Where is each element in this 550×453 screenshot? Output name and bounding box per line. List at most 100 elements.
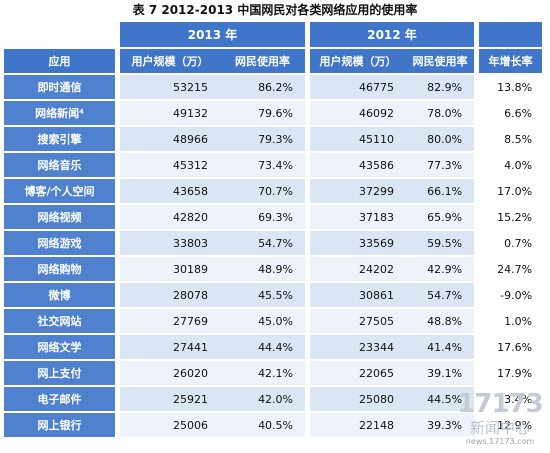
app-name-cell: 网络购物 bbox=[4, 256, 115, 283]
col-rate-2012-header: 网民使用率 bbox=[406, 48, 475, 75]
rate-2012-cell: 65.9% bbox=[406, 204, 475, 231]
users-2012-cell: 33569 bbox=[310, 230, 407, 257]
column-gap bbox=[305, 334, 311, 361]
app-name-cell: 网络视频 bbox=[4, 204, 115, 231]
growth-cell: 24.7% bbox=[479, 256, 543, 283]
table-row: 微博 28078 45.5% 30861 54.7% -9.0% bbox=[4, 282, 543, 309]
growth-cell: 3.4% bbox=[479, 386, 543, 413]
app-name-cell: 社交网站 bbox=[4, 308, 115, 335]
users-2013-cell: 27769 bbox=[120, 308, 220, 335]
users-2013-cell: 33803 bbox=[120, 230, 220, 257]
rate-2013-cell: 44.4% bbox=[220, 334, 306, 361]
column-gap bbox=[115, 100, 120, 127]
column-gap bbox=[115, 230, 120, 257]
table-row: 博客/个人空间 43658 70.7% 37299 66.1% 17.0% bbox=[4, 178, 543, 205]
rate-2013-cell: 79.6% bbox=[220, 100, 306, 127]
column-gap bbox=[305, 256, 311, 283]
rate-2013-cell: 70.7% bbox=[220, 178, 306, 205]
rate-2012-cell: 82.9% bbox=[406, 74, 475, 101]
column-gap bbox=[305, 360, 311, 387]
users-2012-cell: 23344 bbox=[310, 334, 407, 361]
users-2012-cell: 46775 bbox=[310, 74, 407, 101]
rate-2013-cell: 42.1% bbox=[220, 360, 306, 387]
rate-2012-cell: 78.0% bbox=[406, 100, 475, 127]
rate-2012-cell: 39.3% bbox=[406, 412, 475, 439]
column-gap bbox=[305, 178, 311, 205]
rate-2012-cell: 59.5% bbox=[406, 230, 475, 257]
table-row: 搜索引擎 48966 79.3% 45110 80.0% 8.5% bbox=[4, 126, 543, 153]
growth-cell: 15.2% bbox=[479, 204, 543, 231]
growth-cell: -9.0% bbox=[479, 282, 543, 309]
rate-2013-cell: 42.0% bbox=[220, 386, 306, 413]
column-gap bbox=[115, 308, 120, 335]
col-users-2013-header: 用户规模（万） bbox=[120, 48, 220, 75]
year-2013-header: 2013 年 bbox=[120, 22, 306, 49]
app-name-cell: 网上银行 bbox=[4, 412, 115, 439]
column-gap bbox=[474, 230, 480, 257]
users-2013-cell: 49132 bbox=[120, 100, 220, 127]
table-body: 即时通信 53215 86.2% 46775 82.9% 13.8% 网络新闻⁴ 49132 7… bbox=[4, 74, 543, 439]
rate-2012-cell: 77.3% bbox=[406, 152, 475, 179]
rate-2013-cell: 86.2% bbox=[220, 74, 306, 101]
table-row: 网上支付 26020 42.1% 22065 39.1% 17.9% bbox=[4, 360, 543, 387]
column-gap bbox=[474, 386, 480, 413]
users-2012-cell: 37299 bbox=[310, 178, 407, 205]
column-gap bbox=[305, 282, 311, 309]
column-gap bbox=[115, 334, 120, 361]
users-2013-cell: 26020 bbox=[120, 360, 220, 387]
users-2013-cell: 42820 bbox=[120, 204, 220, 231]
year-2012-header: 2012 年 bbox=[310, 22, 475, 49]
column-header-row: 应用 用户规模（万） 网民使用率 用户规模（万） 网民使用率 年增长率 bbox=[4, 48, 543, 75]
column-gap bbox=[115, 178, 120, 205]
table-row: 即时通信 53215 86.2% 46775 82.9% 13.8% bbox=[4, 74, 543, 101]
app-name-cell: 微博 bbox=[4, 282, 115, 309]
growth-cell: 0.7% bbox=[479, 230, 543, 257]
growth-cell: 4.0% bbox=[479, 152, 543, 179]
column-gap bbox=[474, 74, 480, 101]
col-rate-2013-header: 网民使用率 bbox=[220, 48, 306, 75]
column-gap bbox=[474, 308, 480, 335]
users-2013-cell: 53215 bbox=[120, 74, 220, 101]
column-gap bbox=[474, 334, 480, 361]
rate-2013-cell: 69.3% bbox=[220, 204, 306, 231]
usage-table: 2013 年 2012 年 应用 用户规模（万） 网民使用率 用户规模（万） 网… bbox=[4, 22, 543, 439]
column-gap bbox=[305, 100, 311, 127]
table-row: 网上银行 25006 40.5% 22148 39.3% 12.9% bbox=[4, 412, 543, 439]
rate-2013-cell: 45.5% bbox=[220, 282, 306, 309]
users-2012-cell: 30861 bbox=[310, 282, 407, 309]
users-2012-cell: 43586 bbox=[310, 152, 407, 179]
users-2012-cell: 25080 bbox=[310, 386, 407, 413]
growth-cell: 17.0% bbox=[479, 178, 543, 205]
growth-year-header bbox=[479, 22, 543, 49]
rate-2012-cell: 80.0% bbox=[406, 126, 475, 153]
table-row: 网络购物 30189 48.9% 24202 42.9% 24.7% bbox=[4, 256, 543, 283]
users-2013-cell: 28078 bbox=[120, 282, 220, 309]
column-gap bbox=[115, 204, 120, 231]
table-row: 网络视频 42820 69.3% 37183 65.9% 15.2% bbox=[4, 204, 543, 231]
column-gap bbox=[474, 152, 480, 179]
table-row: 网络音乐 45312 73.4% 43586 77.3% 4.0% bbox=[4, 152, 543, 179]
column-gap bbox=[115, 74, 120, 101]
column-gap bbox=[115, 412, 120, 439]
column-gap bbox=[305, 126, 311, 153]
rate-2012-cell: 48.8% bbox=[406, 308, 475, 335]
users-2013-cell: 48966 bbox=[120, 126, 220, 153]
table-row: 电子邮件 25921 42.0% 25080 44.5% 3.4% bbox=[4, 386, 543, 413]
users-2013-cell: 27441 bbox=[120, 334, 220, 361]
app-name-cell: 网络文学 bbox=[4, 334, 115, 361]
app-name-cell: 电子邮件 bbox=[4, 386, 115, 413]
column-gap bbox=[474, 100, 480, 127]
column-gap bbox=[305, 230, 311, 257]
rate-2013-cell: 45.0% bbox=[220, 308, 306, 335]
column-gap bbox=[474, 178, 480, 205]
users-2013-cell: 25006 bbox=[120, 412, 220, 439]
column-gap bbox=[115, 386, 120, 413]
growth-cell: 17.9% bbox=[479, 360, 543, 387]
rate-2012-cell: 39.1% bbox=[406, 360, 475, 387]
column-gap bbox=[474, 360, 480, 387]
column-gap bbox=[474, 126, 480, 153]
growth-cell: 1.0% bbox=[479, 308, 543, 335]
app-name-cell: 网络游戏 bbox=[4, 230, 115, 257]
users-2012-cell: 22065 bbox=[310, 360, 407, 387]
header-blank bbox=[4, 22, 115, 49]
